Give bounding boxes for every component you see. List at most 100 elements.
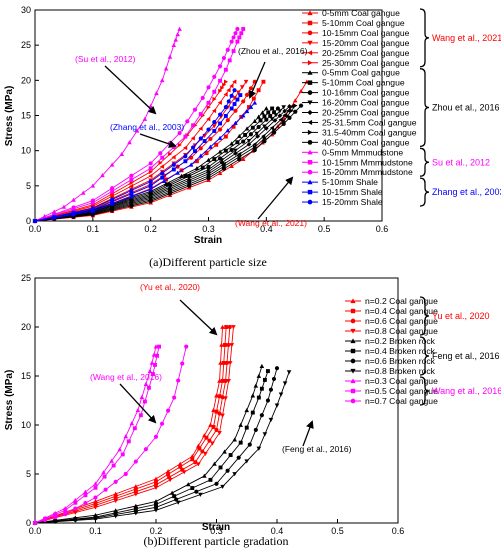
x-tick-label: 0.4 [260,224,273,234]
data-point [217,100,222,105]
y-tick-label: 25 [21,40,31,50]
data-point [231,124,236,129]
data-point [270,106,275,111]
data-point [71,205,76,210]
data-point [250,393,256,398]
data-point [246,138,252,144]
data-point [148,161,153,166]
data-point [350,338,356,344]
data-point [167,191,173,196]
x-tick-label: 0.0 [29,526,42,536]
data-point [90,200,95,205]
data-point [240,113,246,118]
data-point [90,212,96,217]
legend-entry: 20-25mm Coal gangue [322,48,410,58]
data-point [148,183,153,188]
data-point [223,134,228,139]
data-point [350,318,356,324]
legend-entry: 15-20mm Shale [322,197,383,207]
data-point [350,368,356,374]
data-point [212,96,217,102]
data-point [236,90,241,95]
data-point [307,119,313,126]
data-point [231,49,236,53]
data-point [307,40,313,46]
data-point [177,131,182,136]
data-point [244,126,250,131]
data-point [113,494,118,499]
data-point [220,378,225,383]
data-point [134,128,140,133]
data-point [214,427,219,432]
data-point [212,129,217,133]
data-point [255,134,260,139]
data-point [175,170,180,175]
y-axis-label: Stress (MPa) [4,370,15,431]
annotation: (Feng et al., 2016) [282,444,352,454]
data-point [282,108,287,114]
data-point [252,142,257,147]
series [32,88,237,224]
data-point [206,104,211,110]
data-point [83,489,88,494]
data-point [221,166,227,171]
data-point [93,517,98,522]
data-point [71,210,76,215]
data-point [217,149,223,154]
data-point [153,508,159,513]
data-point [61,204,67,209]
data-point [256,114,261,119]
legend-entry: 25-31.5mm Coal gangue [322,117,417,127]
data-point [253,383,259,388]
data-point [138,413,143,418]
data-point [211,124,217,129]
caption: (a)Different particle size [149,255,267,269]
data-point [229,106,234,111]
data-point [171,154,176,160]
legend-entry: 16-20mm Coal gangue [322,98,410,108]
data-point [252,100,258,105]
legend-entry: 20-25mm Coal gangue [322,108,410,118]
data-point [223,67,228,72]
data-point [194,165,200,171]
data-point [220,85,225,91]
data-point [232,472,237,477]
data-point [143,447,148,452]
data-point [206,157,211,162]
data-point [266,110,271,115]
x-tick-label: 0.3 [202,224,215,234]
data-point [202,473,207,478]
data-point [217,135,223,140]
group-label: Feng et al., 2016 [432,351,500,361]
x-tick-label: 0.6 [376,224,389,234]
data-point [246,142,252,147]
data-point [287,115,292,120]
series [32,344,189,526]
data-point [218,360,223,365]
data-point [217,394,222,399]
data-point [175,32,180,37]
data-point [268,387,274,392]
legend-entry: 10-15mm Shale [322,187,383,197]
data-point [206,100,211,105]
data-point [223,148,228,153]
data-point [264,126,269,131]
data-point [237,157,242,162]
legend-entry: n=0.6 Broken rock [365,356,436,366]
data-point [146,385,151,390]
data-point [307,100,313,106]
data-point [171,42,177,48]
data-point [307,149,313,155]
data-point [231,35,236,40]
data-point [53,512,58,517]
data-point [244,408,250,413]
legend-entry: n=0.4 Coal gangue [365,306,438,316]
data-point [212,74,217,79]
data-point [73,506,78,511]
data-point [184,344,189,349]
series-line [34,28,238,222]
y-tick-label: 30 [21,5,31,15]
data-point [220,484,225,490]
data-point [129,191,134,196]
data-point [268,417,274,423]
